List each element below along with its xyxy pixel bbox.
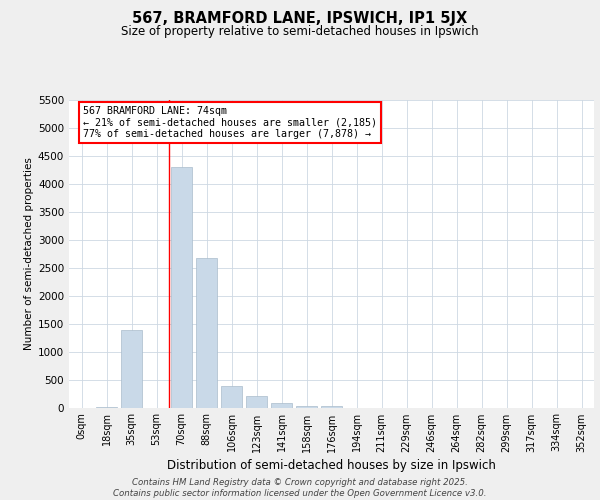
Text: 567, BRAMFORD LANE, IPSWICH, IP1 5JX: 567, BRAMFORD LANE, IPSWICH, IP1 5JX [133, 11, 467, 26]
Bar [271, 403, 292, 407]
Text: 567 BRAMFORD LANE: 74sqm
← 21% of semi-detached houses are smaller (2,185)
77% o: 567 BRAMFORD LANE: 74sqm ← 21% of semi-d… [83, 106, 377, 140]
Bar [171, 167, 192, 408]
Bar [196, 258, 217, 408]
X-axis label: Distribution of semi-detached houses by size in Ipswich: Distribution of semi-detached houses by … [167, 458, 496, 471]
Bar [121, 330, 142, 407]
Bar [221, 386, 242, 407]
Bar [321, 406, 342, 408]
Y-axis label: Number of semi-detached properties: Number of semi-detached properties [24, 158, 34, 350]
Bar [246, 396, 267, 407]
Bar [96, 407, 117, 408]
Bar [296, 406, 317, 407]
Text: Contains HM Land Registry data © Crown copyright and database right 2025.
Contai: Contains HM Land Registry data © Crown c… [113, 478, 487, 498]
Text: Size of property relative to semi-detached houses in Ipswich: Size of property relative to semi-detach… [121, 25, 479, 38]
